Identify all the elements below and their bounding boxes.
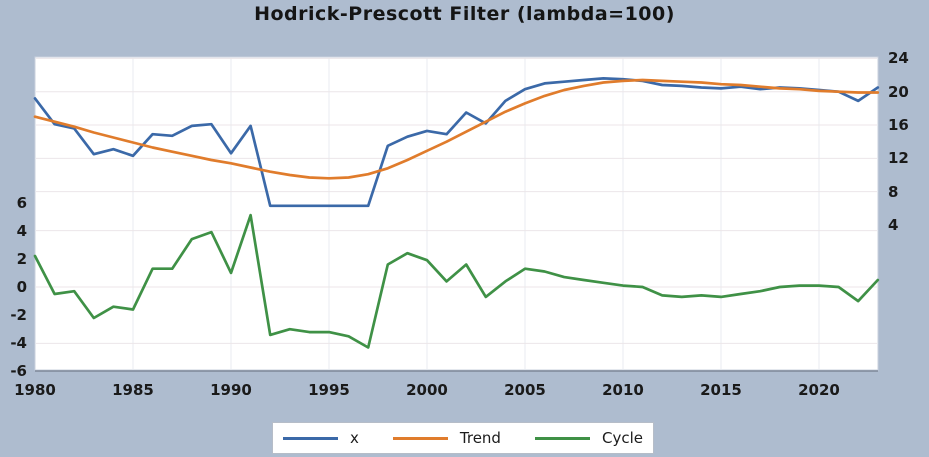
left-axis-tick: -2 [10,306,27,325]
series-line-cycle [33,213,880,349]
right-axis-tick: 24 [888,49,909,68]
x-axis-tick: 2020 [798,381,840,399]
x-axis-tick: 2005 [504,381,546,399]
plot-frame [34,56,879,371]
series-line-x [33,77,880,208]
x-axis-tick: 2010 [602,381,644,399]
legend-swatch-trend [392,436,448,440]
legend-swatch-x [283,436,339,440]
chart-title: Hodrick-Prescott Filter (lambda=100) [254,3,675,25]
legend-swatch-cycle [534,436,590,440]
x-axis-tick: 1985 [112,381,154,399]
left-axis-tick: -4 [10,334,27,353]
x-axis-tick: 2000 [406,381,448,399]
right-axis-tick: 20 [888,82,909,101]
legend-item-trend: Trend [392,429,501,447]
right-axis-tick: 8 [888,182,899,201]
x-axis-tick: 2015 [700,381,742,399]
legend-item-x: x [283,429,359,447]
left-axis-tick: 4 [16,221,27,240]
x-axis-tick: 1990 [210,381,252,399]
legend: x Trend Cycle [272,422,654,454]
right-axis-tick: 4 [888,215,899,234]
left-axis-tick: 6 [16,193,27,212]
series-line-trend [33,78,880,180]
x-axis-tick: 1995 [308,381,350,399]
right-axis-tick: 16 [888,116,909,135]
legend-label: Cycle [601,429,643,447]
legend-item-cycle: Cycle [534,429,643,447]
left-axis-tick: -6 [10,362,27,381]
left-axis-tick: 2 [16,249,27,268]
right-axis-tick: 12 [888,149,909,168]
legend-label: Trend [459,429,501,447]
left-axis-tick: 0 [16,278,27,296]
legend-label: x [350,429,359,447]
x-axis-tick: 1980 [14,381,56,399]
